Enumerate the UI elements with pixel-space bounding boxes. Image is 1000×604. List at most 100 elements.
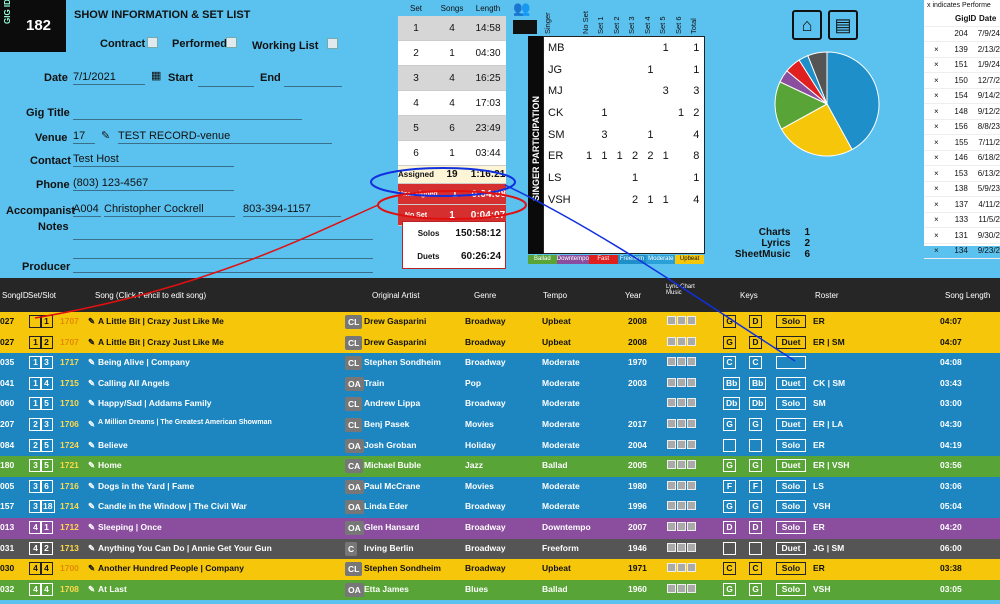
materials-checkboxes[interactable] bbox=[667, 522, 697, 532]
materials-checkboxes[interactable] bbox=[667, 357, 697, 367]
song-set-cell[interactable]: 1 bbox=[29, 356, 42, 370]
accompanist-id-field[interactable]: A004 bbox=[73, 203, 101, 217]
song-k2-cell[interactable]: D bbox=[749, 315, 762, 328]
song-type-cell[interactable]: Solo bbox=[776, 397, 806, 411]
performed-checkbox[interactable] bbox=[226, 37, 237, 48]
gig-history-row[interactable]: × 153 6/13/2 bbox=[924, 166, 1000, 182]
song-type-cell[interactable] bbox=[776, 356, 806, 370]
gig-history-row[interactable]: × 151 1/9/24 bbox=[924, 58, 1000, 73]
pencil-icon[interactable]: ✎ bbox=[88, 522, 96, 532]
song-k2-cell[interactable]: D bbox=[749, 521, 762, 534]
song-row[interactable]: 157 3 18 1714 Candle in the Window | The Civ… bbox=[0, 497, 1000, 518]
song-slot-cell[interactable]: 2 bbox=[40, 541, 53, 555]
song-row[interactable]: 005 3 6 1716 Dogs in the Yard | Fame OA Paul M… bbox=[0, 476, 1000, 498]
pencil-icon[interactable]: ✎ bbox=[88, 439, 96, 450]
producer-field[interactable] bbox=[73, 259, 373, 273]
pencil-icon[interactable]: ✎ bbox=[101, 130, 111, 142]
song-row[interactable]: 207 2 3 1706 A Million Dreams | The Greatest… bbox=[0, 415, 1000, 436]
song-k2-cell[interactable]: Db bbox=[749, 397, 767, 411]
song-k1-cell[interactable]: G bbox=[723, 582, 736, 596]
materials-checkboxes[interactable] bbox=[667, 316, 697, 326]
materials-checkboxes[interactable] bbox=[667, 480, 697, 491]
song-row[interactable]: 035 1 3 1717 Being Alive | Company CL Stephen … bbox=[0, 353, 1000, 374]
song-k1-cell[interactable]: G bbox=[723, 418, 736, 431]
contact-field[interactable]: Test Host bbox=[73, 153, 234, 167]
song-k1-cell[interactable]: G bbox=[723, 335, 736, 349]
materials-checkboxes[interactable] bbox=[667, 501, 697, 511]
song-row[interactable]: 030 4 4 1700 Another Hundred People | Compan… bbox=[0, 559, 1000, 580]
song-row[interactable]: 084 2 5 1724 Believe OA Josh Groban Holiday Mode… bbox=[0, 435, 1000, 457]
song-k1-cell[interactable]: G bbox=[723, 459, 736, 473]
song-slot-cell[interactable]: 3 bbox=[40, 356, 53, 370]
materials-checkboxes[interactable] bbox=[667, 563, 697, 573]
song-set-cell[interactable]: 3 bbox=[29, 500, 42, 514]
song-type-cell[interactable]: Solo bbox=[776, 582, 806, 596]
song-set-cell[interactable]: 4 bbox=[29, 562, 42, 576]
notes-field-line2[interactable] bbox=[73, 245, 373, 259]
song-type-cell[interactable]: Solo bbox=[776, 521, 806, 534]
song-k1-cell[interactable]: Db bbox=[723, 397, 741, 411]
song-slot-cell[interactable]: 4 bbox=[40, 376, 53, 390]
song-k1-cell[interactable]: F bbox=[723, 479, 736, 493]
pencil-icon[interactable]: ✎ bbox=[88, 316, 96, 326]
song-type-cell[interactable]: Duet bbox=[776, 418, 806, 431]
gig-title-field[interactable] bbox=[73, 106, 302, 120]
song-row[interactable]: 027 1 2 1707 A Little Bit | Crazy Just Like … bbox=[0, 332, 1000, 354]
song-type-cell[interactable]: Solo bbox=[776, 500, 806, 514]
accompanist-phone-field[interactable]: 803-394-1157 bbox=[243, 203, 341, 217]
gig-history-row[interactable]: × 131 9/30/2 bbox=[924, 228, 1000, 244]
song-row[interactable]: 031 4 2 1713 Anything You Can Do | Annie Get… bbox=[0, 538, 1000, 560]
song-k2-cell[interactable]: G bbox=[749, 459, 762, 473]
start-field[interactable] bbox=[198, 73, 254, 87]
song-set-cell[interactable]: 1 bbox=[29, 335, 42, 349]
song-k1-cell[interactable]: C bbox=[723, 562, 736, 576]
song-set-cell[interactable] bbox=[29, 315, 42, 328]
song-set-cell[interactable]: 2 bbox=[29, 418, 42, 431]
gig-history-row[interactable]: × 139 2/13/2 bbox=[924, 42, 1000, 58]
song-set-cell[interactable]: 3 bbox=[29, 459, 42, 473]
pencil-icon[interactable]: ✎ bbox=[88, 460, 96, 471]
end-field[interactable] bbox=[284, 73, 342, 87]
song-k2-cell[interactable]: G bbox=[749, 500, 762, 514]
pencil-icon[interactable]: ✎ bbox=[88, 419, 96, 429]
song-row[interactable]: 027 1 1707 A Little Bit | Crazy Just Like M… bbox=[0, 312, 1000, 333]
gig-history-row[interactable]: × 154 9/14/2 bbox=[924, 89, 1000, 104]
song-row[interactable]: 180 3 5 1721 Home CA Michael Buble Jazz Ballad 20… bbox=[0, 456, 1000, 477]
gig-history-row[interactable]: × 134 9/23/2 bbox=[924, 244, 1000, 259]
song-slot-cell[interactable]: 1 bbox=[40, 521, 53, 534]
song-k1-cell[interactable]: D bbox=[723, 521, 736, 534]
gig-history-row[interactable]: 204 7/9/24 bbox=[924, 27, 1000, 42]
calendar-icon[interactable]: ▦ bbox=[151, 70, 162, 82]
song-set-cell[interactable]: 2 bbox=[29, 438, 42, 452]
song-slot-cell[interactable]: 5 bbox=[40, 438, 53, 452]
pencil-icon[interactable]: ✎ bbox=[88, 480, 96, 491]
pencil-icon[interactable]: ✎ bbox=[88, 336, 96, 347]
song-k2-cell[interactable]: C bbox=[749, 356, 762, 370]
pencil-icon[interactable]: ✎ bbox=[88, 357, 96, 368]
accompanist-name-field[interactable]: Christopher Cockrell bbox=[104, 203, 235, 217]
song-type-cell[interactable]: Solo bbox=[776, 438, 806, 452]
song-type-cell[interactable]: Duet bbox=[776, 376, 806, 390]
pencil-icon[interactable]: ✎ bbox=[88, 377, 96, 388]
song-type-cell[interactable]: Duet bbox=[776, 335, 806, 349]
gig-history-row[interactable]: × 133 11/5/2 bbox=[924, 213, 1000, 228]
song-k1-cell[interactable] bbox=[723, 541, 736, 555]
song-k2-cell[interactable] bbox=[749, 438, 762, 452]
song-type-cell[interactable]: Solo bbox=[776, 562, 806, 576]
notes-field[interactable] bbox=[73, 226, 373, 240]
song-k2-cell[interactable]: G bbox=[749, 582, 762, 596]
gig-history-row[interactable]: × 146 6/18/2 bbox=[924, 151, 1000, 166]
song-k2-cell[interactable]: Bb bbox=[749, 376, 767, 390]
gig-history-row[interactable]: × 155 7/11/2 bbox=[924, 135, 1000, 151]
gig-history-row[interactable]: × 156 8/8/23 bbox=[924, 120, 1000, 135]
song-slot-cell[interactable]: 5 bbox=[40, 459, 53, 473]
materials-checkboxes[interactable] bbox=[667, 542, 697, 553]
song-k1-cell[interactable]: C bbox=[723, 356, 736, 370]
song-set-cell[interactable]: 1 bbox=[29, 397, 42, 411]
materials-checkboxes[interactable] bbox=[667, 398, 697, 408]
materials-checkboxes[interactable] bbox=[667, 439, 697, 450]
gig-history-row[interactable]: × 150 12/7/2 bbox=[924, 73, 1000, 89]
song-slot-cell[interactable]: 18 bbox=[40, 500, 56, 514]
song-type-cell[interactable]: Solo bbox=[776, 479, 806, 493]
song-set-cell[interactable]: 3 bbox=[29, 479, 42, 493]
